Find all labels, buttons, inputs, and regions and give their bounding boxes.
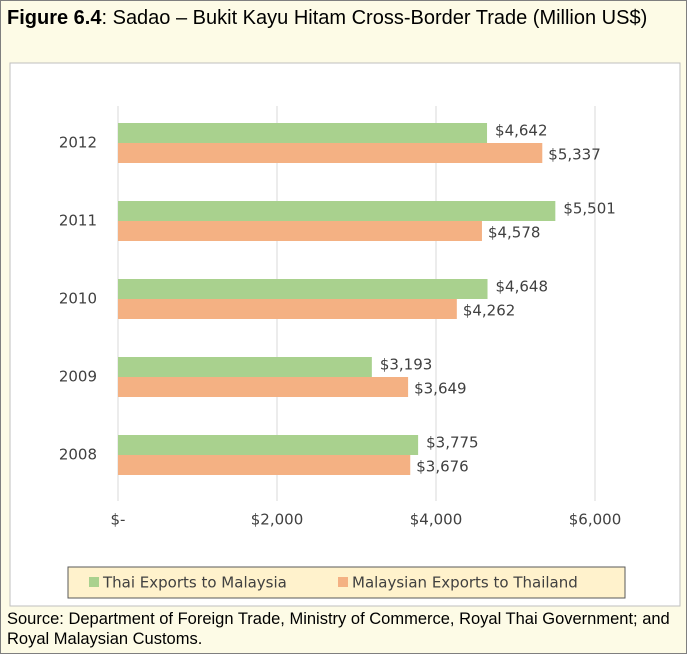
y-tick-label: 2008: [59, 446, 97, 464]
value-label: $4,648: [496, 278, 549, 296]
legend-label: Malaysian Exports to Thailand: [352, 574, 578, 592]
x-tick-label: $2,000: [251, 511, 304, 529]
bar: [118, 201, 556, 221]
bar: [118, 357, 372, 377]
value-label: $5,337: [548, 146, 601, 164]
value-label: $3,676: [416, 458, 469, 476]
x-tick-label: $6,000: [569, 511, 622, 529]
legend-swatch: [338, 577, 348, 587]
bar: [118, 143, 543, 163]
bar: [118, 299, 457, 319]
value-label: $3,775: [426, 434, 479, 452]
value-label: $3,193: [380, 356, 433, 374]
figure-title: Figure 6.4: Sadao – Bukit Kayu Hitam Cro…: [7, 7, 677, 30]
legend-swatch: [89, 577, 99, 587]
value-label: $3,649: [414, 380, 467, 398]
bar: [118, 279, 488, 299]
bar: [118, 455, 411, 475]
value-label: $5,501: [563, 200, 616, 218]
value-label: $4,642: [495, 122, 548, 140]
x-tick-label: $4,000: [410, 511, 463, 529]
value-label: $4,262: [463, 302, 515, 320]
legend-label: Thai Exports to Malaysia: [102, 574, 287, 592]
y-tick-label: 2010: [59, 290, 97, 308]
title-text: : Sadao – Bukit Kayu Hitam Cross-Border …: [101, 7, 648, 29]
value-label: $4,578: [488, 224, 541, 242]
figure-label: Figure 6.4: [7, 7, 102, 29]
source-note: Source: Department of Foreign Trade, Min…: [7, 610, 670, 648]
y-tick-label: 2009: [59, 368, 97, 386]
x-tick-label: $-: [111, 511, 126, 529]
bar: [118, 377, 409, 397]
y-tick-label: 2011: [59, 212, 97, 230]
bar: [118, 435, 419, 455]
bar: [118, 221, 482, 241]
y-tick-label: 2012: [59, 134, 97, 152]
bar: [118, 123, 488, 143]
